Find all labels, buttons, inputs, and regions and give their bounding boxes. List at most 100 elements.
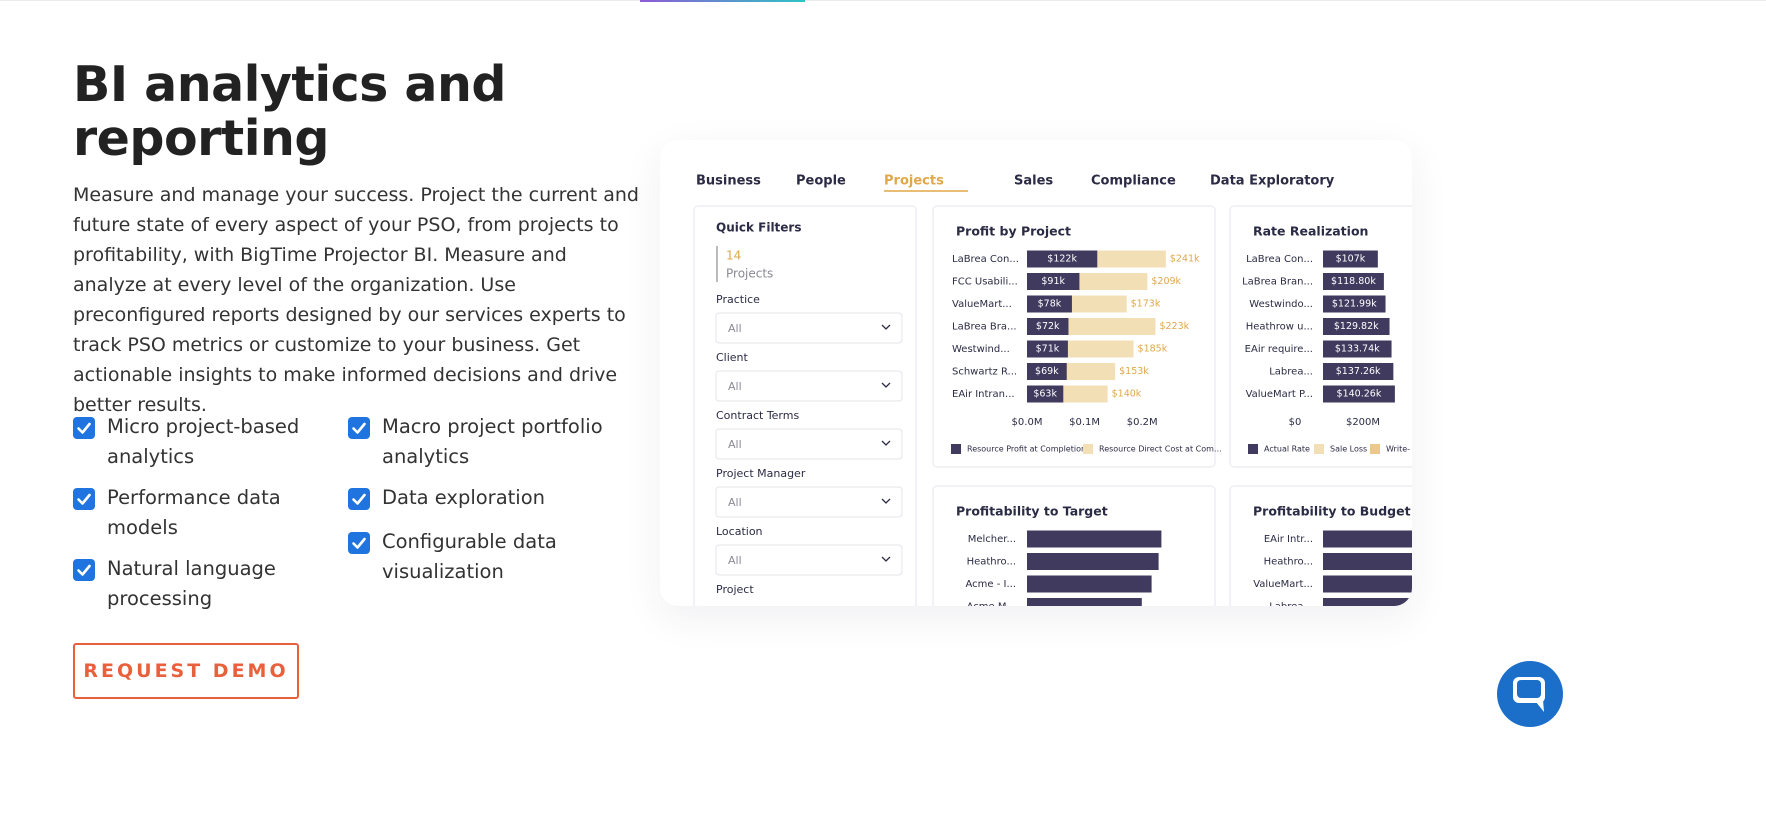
bar (1027, 530, 1162, 548)
request-demo-button[interactable]: REQUEST DEMO (73, 643, 299, 699)
category-label: Acme - I... (965, 579, 1016, 590)
bar-label: $137.26k (1336, 366, 1381, 377)
check-icon (348, 488, 370, 510)
bar (1323, 250, 1378, 268)
bar-label: $78k (1038, 299, 1062, 310)
bar (1323, 318, 1390, 335)
bar (1027, 598, 1142, 606)
category-label: Acme M... (967, 602, 1016, 607)
count: 14 (726, 249, 741, 263)
category-label: EAir Intr... (1264, 534, 1313, 545)
category-label: EAir Intran... (952, 389, 1015, 400)
dropdown[interactable] (715, 486, 903, 518)
feature-item: Data exploration (348, 483, 632, 513)
chevron (881, 324, 891, 330)
legend-label: Sale Loss (1330, 445, 1367, 454)
bar (1027, 273, 1080, 290)
top-border (0, 0, 1766, 1)
bar (1323, 295, 1386, 313)
check-icon (73, 559, 95, 581)
count-bar (716, 246, 718, 282)
chart-title: Profit by Project (956, 224, 1071, 239)
legend-swatch (1314, 444, 1324, 454)
chevron (881, 382, 891, 388)
count-label: Projects (726, 267, 773, 281)
chart-title: Profitability to Target (956, 504, 1108, 519)
category-label: LaBrea Bran... (1242, 277, 1313, 288)
bar-label: $129.82k (1334, 321, 1379, 332)
chat-button[interactable] (1496, 660, 1564, 728)
bar (1323, 530, 1412, 548)
category-label: LaBrea Con... (952, 254, 1019, 265)
feature-text: Macro project portfolio analytics (382, 415, 603, 468)
category-label: FCC Usabili... (952, 277, 1018, 288)
bar-label: $140.26k (1337, 389, 1382, 400)
tab[interactable]: Data Exploratory (1210, 174, 1335, 189)
feature-text: Micro project-based analytics (107, 415, 300, 468)
nav-indicator (640, 0, 805, 2)
bar (1027, 250, 1098, 268)
tab[interactable]: Projects (884, 174, 944, 189)
filter-label: Project (716, 583, 754, 596)
chevron (881, 498, 891, 504)
check-icon (73, 417, 95, 439)
filter-label: Project Manager (716, 467, 806, 480)
x-tick-label: $0.2M (1127, 417, 1158, 428)
filter-label: Client (716, 351, 749, 364)
tab[interactable]: People (796, 174, 846, 189)
feature-item: Configurable data visualization (348, 527, 632, 587)
bar-label: $72k (1036, 321, 1060, 332)
category-label: ValueMart... (952, 299, 1012, 310)
bar (1323, 553, 1412, 570)
bar-label: $118.80k (1331, 276, 1376, 287)
legend-swatch (951, 444, 961, 454)
x-tick-label: $0.0M (1012, 417, 1043, 428)
dropdown-value: All (728, 438, 742, 451)
tab[interactable]: Compliance (1091, 174, 1176, 189)
bar-label: $69k (1035, 366, 1059, 377)
bar (1323, 273, 1384, 290)
chevron (881, 556, 891, 562)
dropdown-value: All (728, 554, 742, 567)
feature-text: Data exploration (382, 486, 545, 509)
category-label: LaBrea Con... (1246, 254, 1313, 265)
category-label: Labrea... (1269, 367, 1313, 378)
dropdown[interactable] (715, 544, 903, 576)
check-icon (348, 417, 370, 439)
bar (1323, 385, 1395, 403)
category-label: Heathrow u... (1246, 322, 1313, 333)
chevron (881, 440, 891, 446)
bar-label: $223k (1159, 321, 1189, 332)
tab[interactable]: Sales (1014, 174, 1053, 189)
dashboard-card: Business People Projects Sales Compliance Dat… (660, 140, 1412, 606)
bar-label: $91k (1041, 276, 1065, 287)
dropdown-value: All (728, 496, 742, 509)
feature-item: Micro project-based analytics (73, 412, 357, 472)
dropdown[interactable] (715, 312, 903, 344)
category-label: Heathro... (1264, 557, 1313, 568)
dropdown[interactable] (715, 370, 903, 402)
dashboard: Business People Projects Sales Compliance Dat… (693, 174, 1412, 607)
category-label: Westwindo... (1249, 299, 1313, 310)
bar-label: $241k (1170, 254, 1200, 265)
legend-label: Resource Profit at Completion (967, 445, 1086, 454)
legend-label: Resource Direct Cost at Com… (1099, 445, 1222, 454)
bar (1027, 363, 1067, 380)
bar-label: $71k (1036, 344, 1060, 355)
legend-swatch (1248, 444, 1258, 454)
bar (1027, 575, 1152, 593)
bar (1027, 385, 1064, 403)
bar (1027, 318, 1069, 335)
dropdown[interactable] (715, 428, 903, 460)
filter-label: Practice (716, 293, 760, 306)
tab[interactable]: Business (696, 174, 761, 189)
bar-label: $107k (1336, 254, 1366, 265)
x-tick-label: $0.1M (1069, 417, 1100, 428)
feature-item: Natural language processing (73, 554, 357, 614)
filter-label: Location (716, 525, 763, 538)
category-label: Labrea... (1269, 602, 1313, 607)
legend-swatch (1083, 444, 1093, 454)
chart-panel (932, 205, 1216, 468)
category-label: Westwind... (952, 344, 1010, 355)
